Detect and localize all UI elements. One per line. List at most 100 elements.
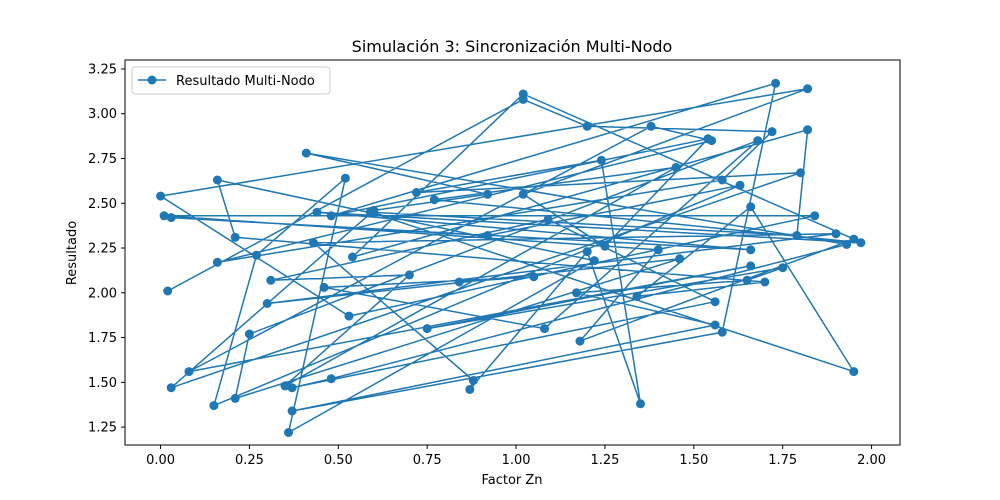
data-point [717, 327, 727, 337]
data-point [746, 245, 756, 255]
data-point [244, 329, 254, 339]
data-point [518, 89, 528, 99]
x-tick-label: 1.50 [679, 453, 708, 468]
axes-frame [124, 59, 901, 446]
data-point [735, 180, 745, 190]
data-point [771, 78, 781, 88]
legend-label: Resultado Multi-Nodo [176, 74, 315, 89]
data-point [319, 282, 329, 292]
x-axis-label: Factor Zn [481, 473, 542, 488]
data-point [280, 381, 290, 391]
data-point [230, 393, 240, 403]
data-point [184, 367, 194, 377]
data-point [632, 291, 642, 301]
data-point [575, 336, 585, 346]
x-tick-label: 1.25 [590, 453, 619, 468]
data-point [212, 257, 222, 267]
data-point [340, 173, 350, 183]
data-point [849, 234, 859, 244]
x-tick-label: 1.75 [768, 453, 797, 468]
data-point [326, 374, 336, 384]
data-point [849, 367, 859, 377]
data-point [746, 261, 756, 271]
data-point [518, 189, 528, 199]
y-tick-label: 3.00 [88, 107, 117, 122]
data-point [653, 245, 663, 255]
data-point [600, 241, 610, 251]
x-tick-label: 1.00 [502, 453, 531, 468]
data-point [572, 288, 581, 298]
data-point [760, 277, 770, 287]
x-tick-label: 0.50 [324, 453, 353, 468]
data-point [746, 202, 756, 212]
x-axis: 0.00 0.25 0.50 0.75 1.00 1.25 1.50 1.75 2.00 [146, 445, 886, 468]
data-point [465, 385, 475, 394]
data-point [831, 229, 841, 239]
data-point [287, 406, 297, 416]
data-point [308, 238, 318, 248]
data-point [753, 136, 763, 146]
data-point [529, 272, 539, 282]
data-point [792, 231, 802, 240]
data-point [212, 175, 222, 185]
data-point [483, 231, 493, 240]
data-point [454, 277, 464, 287]
data-point [312, 207, 322, 217]
legend: Resultado Multi-Nodo [131, 66, 331, 95]
data-point [810, 211, 820, 221]
y-tick-label: 2.25 [88, 242, 117, 257]
y-tick-label: 1.50 [88, 376, 117, 391]
data-point [856, 238, 866, 248]
data-point [582, 121, 592, 131]
data-point [703, 134, 713, 144]
data-point [301, 148, 311, 158]
data-point [287, 383, 297, 393]
series-line [159, 82, 862, 434]
data-point [710, 320, 720, 330]
data-point [166, 383, 176, 393]
y-tick-label: 3.25 [88, 62, 117, 77]
x-tick-label: 0.00 [146, 453, 175, 468]
y-tick-label: 2.75 [88, 152, 117, 167]
y-tick-label: 2.50 [88, 197, 117, 212]
y-tick-label: 1.25 [88, 421, 117, 436]
data-point [710, 297, 720, 307]
y-tick-label: 1.75 [88, 331, 117, 346]
data-point [404, 270, 414, 280]
data-point [156, 191, 166, 201]
data-point [582, 247, 592, 257]
data-point [803, 84, 813, 94]
legend-box [131, 66, 331, 95]
data-point [468, 376, 478, 385]
y-tick-label: 2.00 [88, 286, 117, 301]
data-point [483, 189, 493, 199]
data-point [163, 286, 173, 296]
data-point [767, 127, 777, 137]
data-point [326, 211, 336, 221]
chart-title: Simulación 3: Sincronización Multi-Nodo [352, 37, 673, 56]
plot-area [156, 78, 866, 437]
data-point [429, 195, 439, 205]
data-point [778, 263, 788, 273]
data-point [636, 399, 645, 409]
data-point [589, 256, 599, 266]
data-point [675, 254, 685, 264]
data-point [540, 324, 549, 334]
x-tick-label: 2.00 [857, 453, 886, 468]
data-point [803, 125, 813, 135]
y-axis: 1.25 1.50 1.75 2.00 2.25 2.50 2.75 3.00 3.25 [88, 62, 125, 436]
y-axis-label: Resultado [65, 221, 80, 285]
data-point [842, 239, 852, 249]
data-point [412, 188, 421, 197]
data-point [252, 250, 261, 260]
data-point [230, 232, 240, 242]
data-point [159, 211, 169, 221]
data-point [742, 275, 752, 285]
legend-marker-swatch [147, 75, 157, 85]
data-point [422, 324, 432, 334]
x-tick-label: 0.25 [235, 453, 264, 468]
data-point [646, 121, 656, 131]
data-point [284, 428, 293, 437]
data-point [209, 401, 219, 411]
